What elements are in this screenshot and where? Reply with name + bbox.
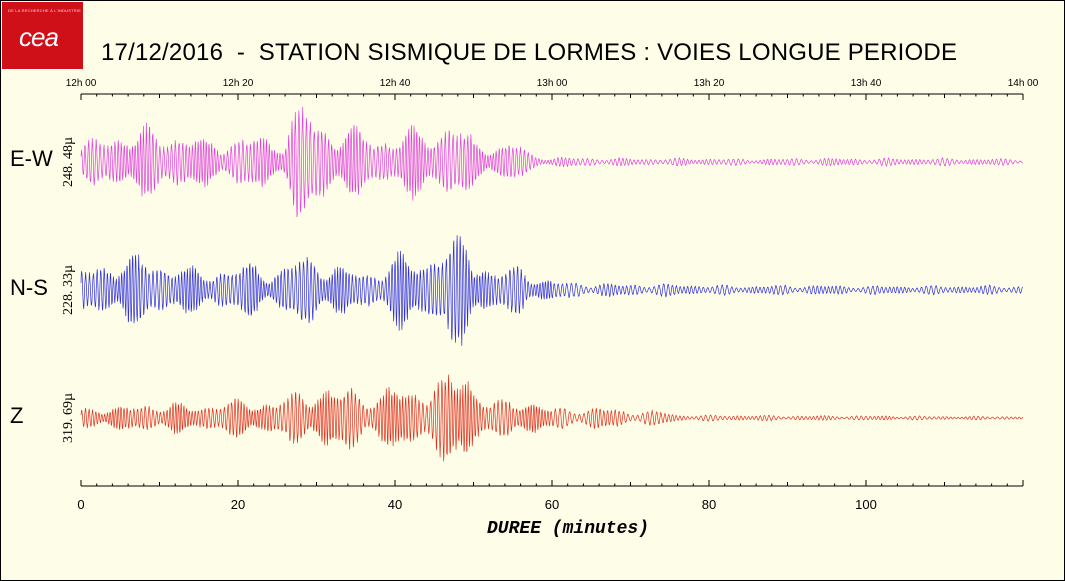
- traces: [80, 106, 1024, 462]
- bottom-tick-label: 0: [77, 497, 84, 512]
- scale-label-ew: 248. 48µ: [61, 137, 76, 187]
- bottom-tick-label: 100: [855, 497, 877, 512]
- bottom-tick-label: 20: [231, 497, 245, 512]
- top-tick-label: 12h 20: [223, 78, 254, 89]
- scale-label-z: 319. 69µ: [61, 393, 76, 443]
- top-tick-label: 12h 40: [380, 78, 411, 89]
- logo-tagline: DE LA RECHERCHE À L'INDUSTRIE: [8, 8, 82, 13]
- channel-label-ew: E-W: [10, 146, 53, 171]
- chart-title: 17/12/2016 - STATION SISMIQUE DE LORMES …: [101, 39, 958, 66]
- axes: 12h 00 12h 20 12h 40 13h 00 13h 20 13h 40 14h …: [66, 78, 1039, 539]
- top-tick-label: 13h 00: [537, 78, 568, 89]
- trace-ew: [80, 106, 1024, 218]
- x-axis-title: DUREE (minutes): [487, 519, 649, 539]
- cea-logo: DE LA RECHERCHE À L'INDUSTRIE cea: [2, 2, 83, 69]
- channel-label-z: Z: [10, 403, 23, 428]
- top-tick-label: 13h 40: [851, 78, 882, 89]
- bottom-tick-label: 80: [702, 497, 716, 512]
- labels: E-W 248. 48µ N-S 228. 33µ Z 319. 69µ: [10, 137, 76, 443]
- channel-label-ns: N-S: [10, 275, 48, 300]
- top-tick-label: 13h 20: [694, 78, 725, 89]
- scale-label-ns: 228. 33µ: [61, 265, 76, 315]
- trace-z: [80, 374, 1024, 462]
- trace-ns: [80, 235, 1024, 347]
- top-tick-label: 12h 00: [66, 78, 97, 89]
- bottom-tick-label: 40: [388, 497, 402, 512]
- logo-text: cea: [19, 22, 59, 52]
- bottom-tick-label: 60: [545, 497, 559, 512]
- top-tick-label: 14h 00: [1008, 78, 1039, 89]
